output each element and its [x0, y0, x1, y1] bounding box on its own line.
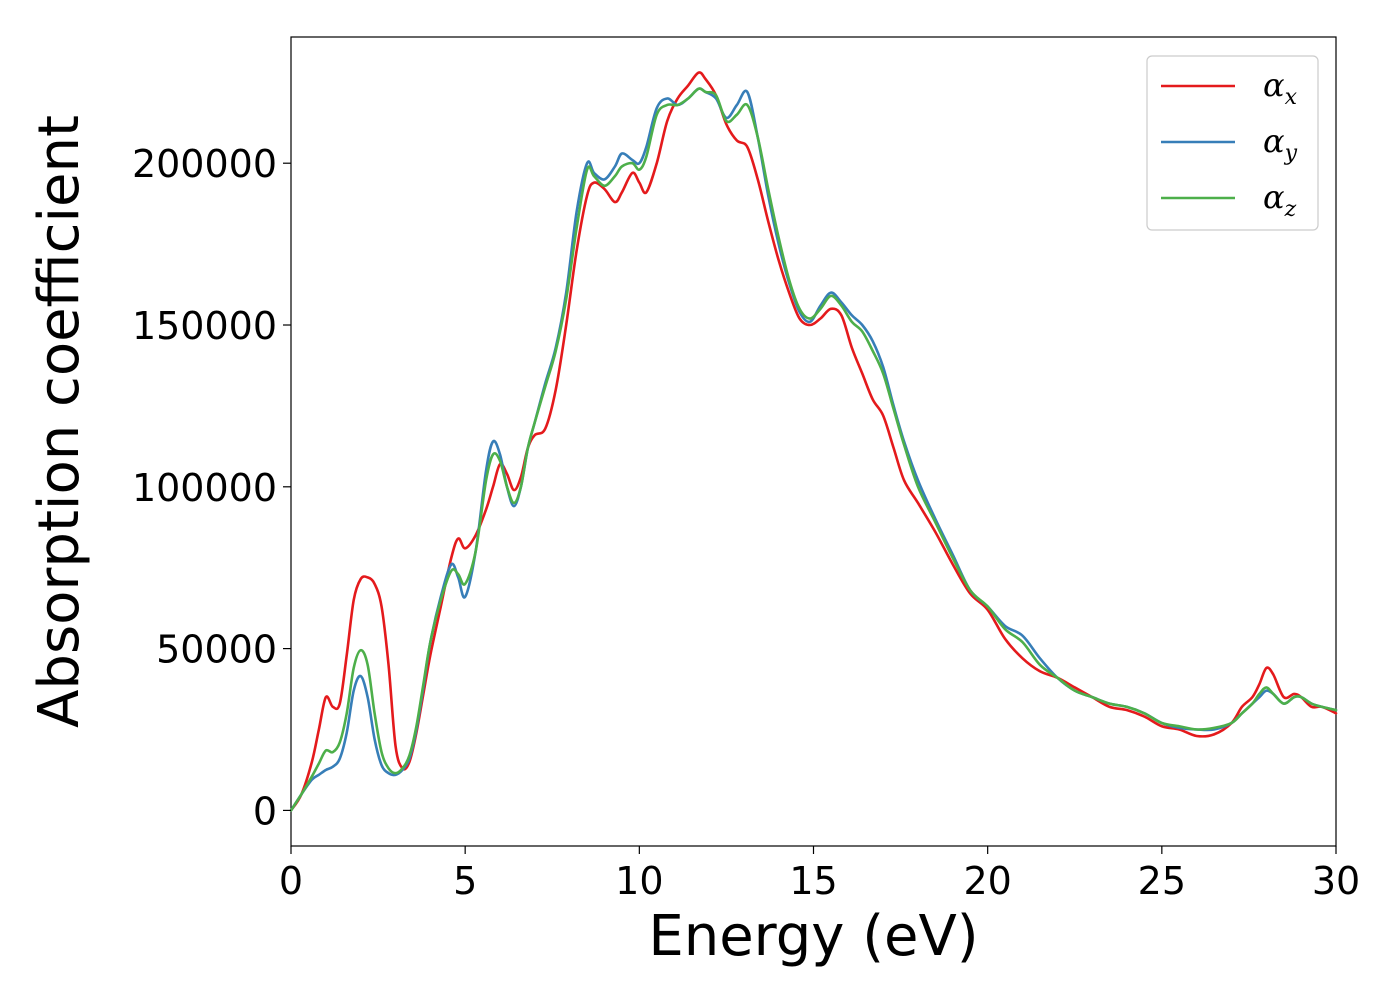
- x-tick-label: 20: [963, 859, 1011, 903]
- x-axis-title: Energy (eV): [648, 904, 978, 969]
- x-tick-label: 30: [1312, 859, 1360, 903]
- series-lines: [289, 71, 1338, 812]
- y-tick-label: 100000: [132, 466, 277, 510]
- y-tick-label: 50000: [156, 628, 277, 672]
- legend-label-z: αz: [1263, 178, 1297, 222]
- y-tick-label: 200000: [132, 142, 277, 186]
- y-axis-title: Absorption coefficient: [27, 115, 92, 728]
- legend-label-x: αx: [1263, 66, 1298, 110]
- x-tick-label: 10: [615, 859, 663, 903]
- x-axis-ticks: 0 5 10 15 20 25 30: [279, 846, 1360, 903]
- y-tick-label: 150000: [132, 304, 277, 348]
- legend-label-y: αy: [1263, 122, 1298, 166]
- y-tick-label: 0: [253, 789, 277, 833]
- legend: αx αy αz: [1146, 55, 1319, 231]
- x-tick-label: 5: [453, 859, 477, 903]
- plot-area: 0 5 10 15 20 25 30 0 50000 100000 150000 200000: [132, 36, 1360, 903]
- x-tick-label: 25: [1138, 859, 1186, 903]
- y-axis-ticks: 0 50000 100000 150000 200000: [132, 142, 291, 833]
- x-tick-label: 15: [789, 859, 837, 903]
- series-line-z: [289, 87, 1338, 812]
- x-tick-label: 0: [279, 859, 303, 903]
